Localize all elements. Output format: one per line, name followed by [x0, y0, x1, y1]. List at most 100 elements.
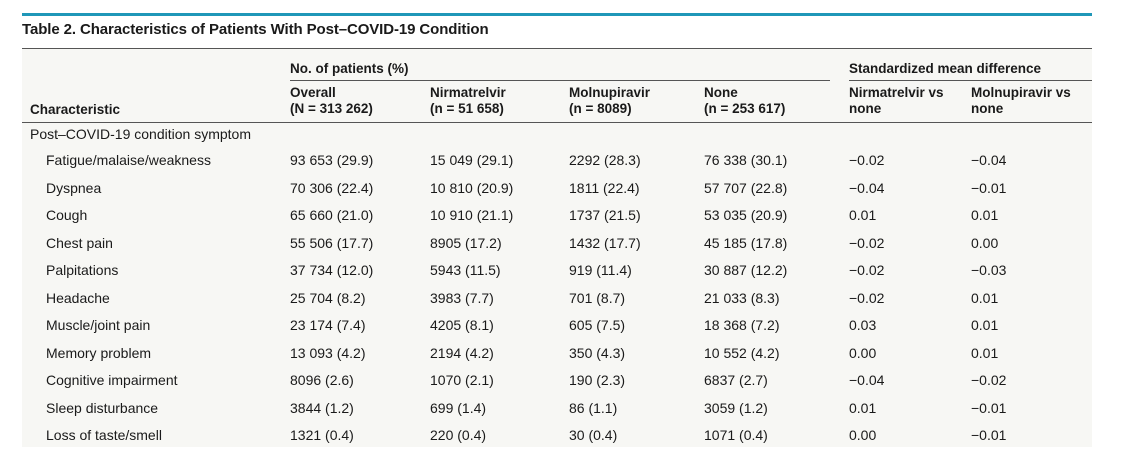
group-header-patients: No. of patients (%): [290, 61, 409, 76]
cell-nirmatrelvir: 3983 (7.7): [430, 289, 494, 306]
cell-smd-nirmatrelvir: −0.04: [849, 179, 885, 196]
cell-characteristic: Cough: [46, 207, 88, 223]
table-row: Cognitive impairment 8096 (2.6) 1070 (2.1)…: [22, 367, 1092, 394]
cell-smd-molnupiravir: −0.01: [971, 179, 1007, 196]
cell-molnupiravir: 1432 (17.7): [569, 234, 641, 251]
cell-nirmatrelvir: 10 910 (21.1): [430, 207, 514, 223]
cell-smd-molnupiravir: 0.00: [971, 234, 999, 251]
table-row: Cough 65 660 (21.0) 10 910 (21.1) 1737 (21.…: [22, 202, 1092, 229]
table-row: Palpitations 37 734 (12.0) 5943 (11.5) 919 …: [22, 257, 1092, 284]
table-row: Dyspnea 70 306 (22.4) 10 810 (20.9) 1811 (2…: [22, 175, 1092, 202]
cell-characteristic: Headache: [46, 289, 110, 306]
cell-characteristic: Memory problem: [46, 344, 152, 361]
cell-molnupiravir: 86 (1.1): [569, 399, 618, 416]
column-header-characteristic: Characteristic: [30, 102, 121, 117]
cell-nirmatrelvir: 4205 (8.1): [430, 317, 494, 333]
cell-nirmatrelvir: 220 (0.4): [430, 427, 487, 443]
cell-none: 1071 (0.4): [704, 427, 768, 443]
cell-overall: 23 174 (7.4): [290, 317, 366, 333]
cell-overall: 70 306 (22.4): [290, 179, 374, 196]
cell-smd-molnupiravir: 0.01: [971, 207, 999, 223]
cell-smd-molnupiravir: −0.01: [971, 427, 1007, 443]
cell-smd-nirmatrelvir: 0.01: [849, 399, 877, 416]
cell-nirmatrelvir: 15 049 (29.1): [430, 152, 514, 168]
cell-smd-molnupiravir: 0.01: [971, 289, 999, 306]
cell-characteristic: Muscle/joint pain: [46, 317, 151, 333]
column-header-molnupiravir: Molnupiravir (n = 8089): [569, 85, 651, 116]
cell-none: 30 887 (12.2): [704, 262, 788, 278]
cell-none: 76 338 (30.1): [704, 152, 788, 168]
table-row: Headache 25 704 (8.2) 3983 (7.7) 701 (8.7) 2…: [22, 285, 1092, 312]
title-accent-bar: [22, 13, 1092, 16]
group-rule-smd: [849, 80, 1092, 81]
cell-smd-nirmatrelvir: −0.02: [849, 152, 885, 168]
table-title: Table 2. Characteristics of Patients Wit…: [22, 21, 489, 38]
table-row: Loss of taste/smell 1321 (0.4) 220 (0.4) 30…: [22, 422, 1092, 449]
column-header-smd-nirmatrelvir: Nirmatrelvir vs none: [849, 85, 944, 116]
table-row: Chest pain 55 506 (17.7) 8905 (17.2) 1432 (…: [22, 230, 1092, 257]
cell-smd-nirmatrelvir: −0.02: [849, 262, 885, 278]
cell-overall: 37 734 (12.0): [290, 262, 374, 278]
cell-characteristic: Dyspnea: [46, 179, 102, 196]
cell-nirmatrelvir: 8905 (17.2): [430, 234, 502, 251]
cell-smd-molnupiravir: 0.01: [971, 317, 999, 333]
cell-molnupiravir: 190 (2.3): [569, 372, 626, 388]
table-row: Muscle/joint pain 23 174 (7.4) 4205 (8.1) 6…: [22, 312, 1092, 339]
cell-smd-nirmatrelvir: −0.04: [849, 372, 885, 388]
cell-characteristic: Chest pain: [46, 234, 113, 251]
table-row: Sleep disturbance 3844 (1.2) 699 (1.4) 86 (…: [22, 395, 1092, 422]
cell-overall: 3844 (1.2): [290, 399, 354, 416]
column-header-overall: Overall (N = 313 262): [290, 85, 373, 116]
cell-smd-nirmatrelvir: −0.02: [849, 289, 885, 306]
cell-smd-nirmatrelvir: 0.00: [849, 427, 877, 443]
cell-none: 10 552 (4.2): [704, 344, 780, 361]
column-header-none: None (n = 253 617): [704, 85, 786, 116]
cell-none: 57 707 (22.8): [704, 179, 788, 196]
cell-none: 53 035 (20.9): [704, 207, 788, 223]
cell-smd-nirmatrelvir: 0.03: [849, 317, 877, 333]
cell-overall: 13 093 (4.2): [290, 344, 366, 361]
cell-molnupiravir: 605 (7.5): [569, 317, 626, 333]
cell-characteristic: Cognitive impairment: [46, 372, 178, 388]
cell-none: 21 033 (8.3): [704, 289, 780, 306]
cell-overall: 65 660 (21.0): [290, 207, 374, 223]
group-header-smd: Standardized mean difference: [849, 61, 1042, 76]
cell-molnupiravir: 919 (11.4): [569, 262, 632, 278]
cell-none: 3059 (1.2): [704, 399, 768, 416]
column-header-smd-molnupiravir: Molnupiravir vs none: [971, 85, 1071, 116]
table-row: Fatigue/malaise/weakness 93 653 (29.9) 15 …: [22, 147, 1092, 174]
cell-molnupiravir: 350 (4.3): [569, 344, 626, 361]
cell-overall: 25 704 (8.2): [290, 289, 366, 306]
cell-nirmatrelvir: 699 (1.4): [430, 399, 487, 416]
cell-smd-nirmatrelvir: −0.02: [849, 234, 885, 251]
header-bottom-rule: [22, 122, 1092, 123]
cell-smd-molnupiravir: −0.04: [971, 152, 1007, 168]
table-row: Memory problem 13 093 (4.2) 2194 (4.2) 350 …: [22, 340, 1092, 367]
group-rule-patients: [290, 80, 830, 81]
cell-characteristic: Sleep disturbance: [46, 399, 159, 416]
cell-molnupiravir: 1737 (21.5): [569, 207, 641, 223]
cell-none: 6837 (2.7): [704, 372, 768, 388]
cell-none: 45 185 (17.8): [704, 234, 788, 251]
cell-overall: 1321 (0.4): [290, 427, 354, 443]
cell-overall: 93 653 (29.9): [290, 152, 374, 168]
cell-nirmatrelvir: 2194 (4.2): [430, 344, 494, 361]
cell-molnupiravir: 2292 (28.3): [569, 152, 641, 168]
cell-molnupiravir: 701 (8.7): [569, 289, 626, 306]
cell-characteristic: Fatigue/malaise/weakness: [46, 152, 211, 168]
cell-molnupiravir: 30 (0.4): [569, 427, 618, 443]
cell-smd-molnupiravir: −0.02: [971, 372, 1007, 388]
cell-nirmatrelvir: 10 810 (20.9): [430, 179, 514, 196]
cell-smd-nirmatrelvir: 0.00: [849, 344, 877, 361]
cell-smd-molnupiravir: 0.01: [971, 344, 999, 361]
column-header-nirmatrelvir: Nirmatrelvir (n = 51 658): [430, 85, 506, 116]
cell-smd-molnupiravir: −0.01: [971, 399, 1007, 416]
cell-smd-molnupiravir: −0.03: [971, 262, 1007, 278]
cell-overall: 55 506 (17.7): [290, 234, 374, 251]
cell-characteristic: Palpitations: [46, 262, 119, 278]
cell-characteristic: Loss of taste/smell: [46, 427, 162, 443]
cell-molnupiravir: 1811 (22.4): [569, 179, 640, 196]
table-panel: No. of patients (%) Standardized mean di…: [22, 48, 1092, 447]
cell-none: 18 368 (7.2): [704, 317, 780, 333]
section-label: Post–COVID-19 condition symptom: [30, 126, 251, 142]
